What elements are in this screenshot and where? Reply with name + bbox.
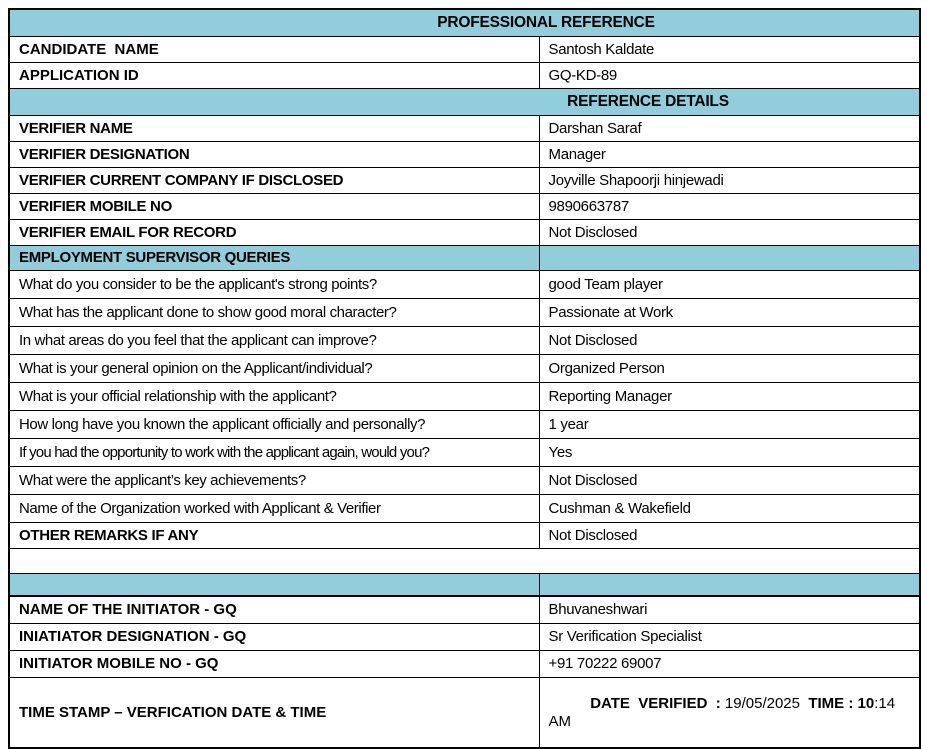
- initiator-designation-value: Sr Verification Specialist: [538, 623, 921, 651]
- table-row: VERIFIER EMAIL FOR RECORD Not Disclosed: [8, 219, 921, 246]
- other-remarks-label: OTHER REMARKS IF ANY: [8, 522, 540, 549]
- verifier-name-value: Darshan Saraf: [538, 115, 921, 142]
- supervisor-queries-heading: EMPLOYMENT SUPERVISOR QUERIES: [8, 245, 540, 271]
- query-improve: In what areas do you feel that the appli…: [8, 326, 540, 355]
- blank-cell-left: [8, 573, 540, 597]
- query-moral-character: What has the applicant done to show good…: [8, 298, 540, 327]
- table-row: How long have you known the applicant of…: [8, 410, 921, 439]
- verifier-company-value: Joyville Shapoorji hinjewadi: [538, 167, 921, 194]
- other-remarks-value: Not Disclosed: [538, 522, 921, 549]
- table-row: Name of the Organization worked with App…: [8, 494, 921, 523]
- application-id-label: APPLICATION ID: [8, 62, 540, 89]
- table-row: APPLICATION ID GQ-KD-89: [8, 62, 921, 89]
- table-row: TIME STAMP – VERFICATION DATE & TIME DAT…: [8, 677, 921, 749]
- query-official-relationship: What is your official relationship with …: [8, 382, 540, 411]
- table-row: If you had the opportunity to work with …: [8, 438, 921, 467]
- verifier-company-label: VERIFIER CURRENT COMPANY IF DISCLOSED: [8, 167, 540, 194]
- table-row: VERIFIER CURRENT COMPANY IF DISCLOSED Jo…: [8, 167, 921, 194]
- initiator-name-value: Bhuvaneshwari: [538, 595, 921, 624]
- table-row: PROFESSIONAL REFERENCE: [8, 8, 921, 37]
- table-row: What is your general opinion on the Appl…: [8, 354, 921, 383]
- answer-moral-character: Passionate at Work: [538, 298, 921, 327]
- timestamp-date-label: DATE VERIFIED :: [590, 695, 725, 713]
- table-row: VERIFIER NAME Darshan Saraf: [8, 115, 921, 142]
- query-known-duration: How long have you known the applicant of…: [8, 410, 540, 439]
- verifier-designation-label: VERIFIER DESIGNATION: [8, 141, 540, 168]
- answer-known-duration: 1 year: [538, 410, 921, 439]
- blank-row-blue: [8, 573, 921, 597]
- verifier-mobile-label: VERIFIER MOBILE NO: [8, 193, 540, 220]
- table-row: What were the applicant’s key achievemen…: [8, 466, 921, 495]
- candidate-name-value: Santosh Kaldate: [538, 36, 921, 63]
- query-key-achievements: What were the applicant’s key achievemen…: [8, 466, 540, 495]
- verifier-email-label: VERIFIER EMAIL FOR RECORD: [8, 219, 540, 246]
- verifier-email-value: Not Disclosed: [538, 219, 921, 246]
- application-id-value: GQ-KD-89: [538, 62, 921, 89]
- table-row: REFERENCE DETAILS: [8, 88, 921, 116]
- reference-details-heading: REFERENCE DETAILS: [8, 88, 921, 116]
- blank-cell: [8, 548, 921, 574]
- timestamp-gap: [800, 695, 808, 712]
- table-row: INIATIATOR DESIGNATION - GQ Sr Verificat…: [8, 623, 921, 651]
- query-strong-points: What do you consider to be the applicant…: [8, 270, 540, 299]
- answer-key-achievements: Not Disclosed: [538, 466, 921, 495]
- blank-cell-right: [538, 573, 921, 597]
- initiator-designation-label: INIATIATOR DESIGNATION - GQ: [8, 623, 540, 651]
- timestamp-label: TIME STAMP – VERFICATION DATE & TIME: [8, 677, 540, 749]
- query-organization: Name of the Organization worked with App…: [8, 494, 540, 523]
- query-general-opinion: What is your general opinion on the Appl…: [8, 354, 540, 383]
- table-row: EMPLOYMENT SUPERVISOR QUERIES: [8, 245, 921, 271]
- supervisor-queries-heading-spacer: [538, 245, 921, 271]
- page-title: PROFESSIONAL REFERENCE: [8, 8, 921, 37]
- query-work-again: If you had the opportunity to work with …: [8, 438, 540, 467]
- answer-improve: Not Disclosed: [538, 326, 921, 355]
- verifier-mobile-value: 9890663787: [538, 193, 921, 220]
- table-row: INITIATOR MOBILE NO - GQ +91 70222 69007: [8, 650, 921, 678]
- answer-work-again: Yes: [538, 438, 921, 467]
- table-row: What do you consider to be the applicant…: [8, 270, 921, 299]
- blank-row-white: [8, 548, 921, 574]
- verifier-designation-value: Manager: [538, 141, 921, 168]
- answer-general-opinion: Organized Person: [538, 354, 921, 383]
- answer-official-relationship: Reporting Manager: [538, 382, 921, 411]
- answer-organization: Cushman & Wakefield: [538, 494, 921, 523]
- initiator-name-label: NAME OF THE INITIATOR - GQ: [8, 595, 540, 624]
- initiator-mobile-value: +91 70222 69007: [538, 650, 921, 678]
- timestamp-time-label: TIME : 10: [808, 695, 875, 713]
- timestamp-value: DATE VERIFIED : 19/05/2025 TIME : 10:14 …: [538, 677, 921, 749]
- table-row: In what areas do you feel that the appli…: [8, 326, 921, 355]
- candidate-name-label: CANDIDATE NAME: [8, 36, 540, 63]
- document-page: PROFESSIONAL REFERENCE CANDIDATE NAME Sa…: [8, 8, 922, 749]
- verifier-name-label: VERIFIER NAME: [8, 115, 540, 142]
- answer-strong-points: good Team player: [538, 270, 921, 299]
- professional-reference-table: PROFESSIONAL REFERENCE CANDIDATE NAME Sa…: [8, 8, 922, 749]
- table-row: OTHER REMARKS IF ANY Not Disclosed: [8, 522, 921, 549]
- table-row: What is your official relationship with …: [8, 382, 921, 411]
- table-row: NAME OF THE INITIATOR - GQ Bhuvaneshwari: [8, 595, 921, 624]
- timestamp-date-value: 19/05/2025: [724, 695, 800, 713]
- table-row: VERIFIER MOBILE NO 9890663787: [8, 193, 921, 220]
- table-row: VERIFIER DESIGNATION Manager: [8, 141, 921, 168]
- table-row: CANDIDATE NAME Santosh Kaldate: [8, 36, 921, 63]
- table-row: What has the applicant done to show good…: [8, 298, 921, 327]
- initiator-mobile-label: INITIATOR MOBILE NO - GQ: [8, 650, 540, 678]
